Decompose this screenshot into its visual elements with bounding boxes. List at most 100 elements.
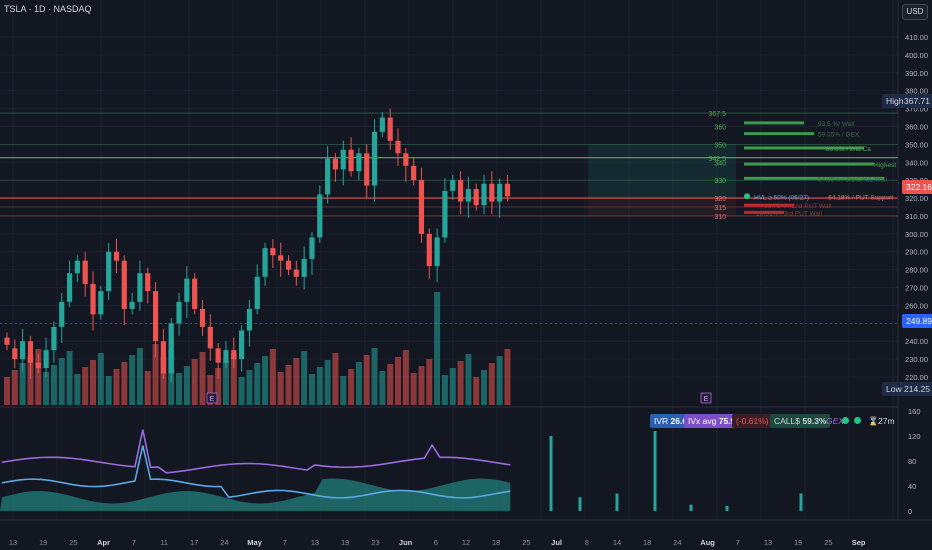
level-label: 320 xyxy=(714,196,726,203)
volume-bar xyxy=(129,355,136,405)
currency-button[interactable]: USD xyxy=(902,4,928,20)
candle-body xyxy=(301,258,307,277)
candle-body xyxy=(137,273,143,302)
calls-value: 59.3% xyxy=(802,416,827,426)
candle-body xyxy=(473,189,479,206)
volume-bar xyxy=(324,360,331,405)
volume-bar xyxy=(308,374,315,405)
candle-body xyxy=(379,117,385,132)
candle-body xyxy=(192,278,198,309)
indicator-tick: 40 xyxy=(908,482,916,491)
candle-body xyxy=(176,301,182,324)
future-gex-bar xyxy=(549,436,553,511)
candle-body xyxy=(270,248,276,256)
candle-body xyxy=(152,291,159,342)
volume-bar xyxy=(136,348,143,405)
gex-annotation: -64.18% / PUT Support xyxy=(826,194,893,201)
indicator-tick: 80 xyxy=(908,457,916,466)
date-tick: Apr xyxy=(97,538,110,547)
indicator-tick: 120 xyxy=(908,432,921,441)
volume-bar xyxy=(35,349,42,405)
candle-body xyxy=(481,183,487,206)
candle-body xyxy=(27,341,34,363)
volume-bar xyxy=(183,366,190,405)
volume-bar xyxy=(488,363,495,405)
gex-bar xyxy=(744,203,794,207)
volume-bar xyxy=(246,370,253,405)
date-tick: 8 xyxy=(585,538,589,547)
gex-annotation: -28.35% / 3rd PUT Wall xyxy=(754,210,822,217)
candle-body xyxy=(246,309,253,331)
date-tick: 24 xyxy=(220,538,228,547)
volume-bar xyxy=(105,376,112,405)
earnings-marker xyxy=(206,392,218,404)
volume-bar xyxy=(66,351,73,405)
level-label: 360 xyxy=(714,124,726,131)
date-tick: 17 xyxy=(190,538,198,547)
candle-body xyxy=(442,190,448,238)
candle-body xyxy=(262,248,268,277)
volume-bar xyxy=(152,344,159,405)
calls-badge: CALL$ 59.3% xyxy=(770,414,831,428)
price-tick: 320.00 xyxy=(905,194,928,203)
candle-body xyxy=(160,341,166,374)
ivx-label: IVx avg xyxy=(688,416,717,426)
date-tick: 7 xyxy=(132,538,136,547)
candle-body xyxy=(90,283,96,315)
symbol-title[interactable]: TSLA · 1D · NASDAQ xyxy=(4,4,92,14)
volume-bar xyxy=(496,356,503,405)
volume-bar xyxy=(74,374,81,405)
low-label: Low xyxy=(886,384,902,394)
date-tick: 18 xyxy=(643,538,651,547)
candle-body xyxy=(51,326,57,351)
ivx-line xyxy=(1,429,511,474)
candle-body xyxy=(285,260,292,270)
volume-bars xyxy=(4,292,511,405)
volume-bar xyxy=(254,363,261,405)
price-tick: 220.00 xyxy=(905,373,928,382)
volume-bar xyxy=(176,373,183,405)
candle-body xyxy=(403,153,409,166)
volume-bar xyxy=(160,357,167,405)
earnings-letter: E xyxy=(704,396,709,403)
ivx-badge: IVx avg 75.9 xyxy=(684,414,740,428)
volume-bar xyxy=(43,372,50,405)
price-tick: 290.00 xyxy=(905,248,928,257)
date-tick: 18 xyxy=(492,538,500,547)
candle-body xyxy=(223,350,229,363)
volume-bar xyxy=(238,377,245,405)
ivx-value: 75.9 xyxy=(718,416,736,426)
candle-body xyxy=(35,362,41,369)
candle-body xyxy=(395,140,401,154)
volume-bar xyxy=(301,351,308,405)
date-tick: 11 xyxy=(160,538,168,547)
volume-bar xyxy=(215,368,222,405)
indicator-tick: 160 xyxy=(908,407,921,416)
price-tick: 370.00 xyxy=(905,105,928,114)
candle-body xyxy=(207,326,213,349)
candle-body xyxy=(121,260,127,309)
price-tick: 360.00 xyxy=(905,122,928,131)
gex-area xyxy=(0,478,511,511)
date-tick: 19 xyxy=(39,538,47,547)
price-tick: 300.00 xyxy=(905,230,928,239)
gex-bar xyxy=(744,146,864,150)
price-tick: 400.00 xyxy=(905,51,928,60)
volume-bar xyxy=(27,356,34,405)
volume-bar xyxy=(97,353,104,405)
volume-bar xyxy=(207,375,214,405)
ivr-badge: IVR 26.6 xyxy=(650,414,692,428)
volume-bar xyxy=(363,355,370,405)
hvl-dot-icon xyxy=(744,193,750,200)
price-tick: 340.00 xyxy=(905,158,928,167)
candle-body xyxy=(278,255,284,261)
date-tick: 7 xyxy=(283,538,287,547)
gex-bar xyxy=(744,132,814,136)
volume-bar xyxy=(144,371,151,405)
earnings-letter: E xyxy=(210,396,215,403)
date-tick: Aug xyxy=(700,538,715,547)
candle-body xyxy=(98,291,104,315)
